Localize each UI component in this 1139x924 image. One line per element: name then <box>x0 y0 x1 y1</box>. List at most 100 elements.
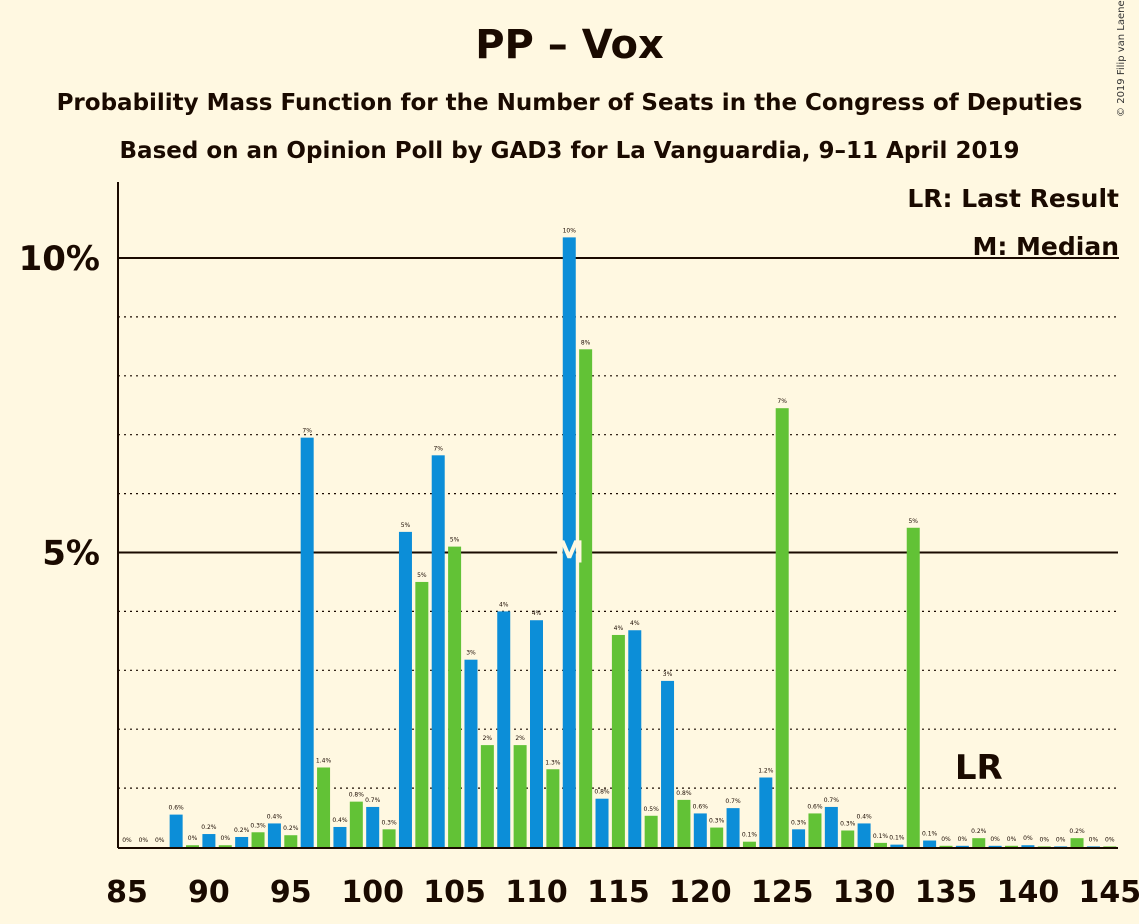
x-tick-label: 135 <box>915 875 978 910</box>
bar-value-label: 0.3% <box>709 818 725 825</box>
bar-seat-136 <box>955 845 969 847</box>
bar-value-label: 0.2% <box>1069 828 1085 835</box>
bar-seat-113 <box>579 349 593 847</box>
bar-value-label: 8% <box>581 339 591 346</box>
bar-value-label: 0.6% <box>807 803 823 810</box>
x-tick-label: 140 <box>997 875 1060 910</box>
bar-value-label: 0% <box>1105 836 1115 843</box>
bar-seat-129 <box>841 830 855 847</box>
bar-seat-116 <box>628 630 642 847</box>
bar-value-label: 4% <box>499 601 509 608</box>
bar-value-label: 0.2% <box>201 824 217 831</box>
bar-value-label: 4% <box>532 610 542 617</box>
bar-value-label: 0% <box>1040 836 1050 843</box>
bar-seat-134 <box>923 840 937 847</box>
bar-seat-128 <box>824 806 838 847</box>
bar-value-label: 0.6% <box>169 805 185 812</box>
bar-seat-102 <box>398 531 412 847</box>
bar-value-label: 0.7% <box>824 797 840 804</box>
bar-seat-118 <box>661 680 675 847</box>
bar-seat-99 <box>349 801 363 847</box>
bar-seat-126 <box>792 829 806 847</box>
bar-seat-93 <box>251 832 265 847</box>
bar-seat-122 <box>726 808 740 847</box>
bar-value-label: 0.6% <box>693 803 709 810</box>
bar-value-label: 5% <box>908 518 918 525</box>
bar-value-label: 0.2% <box>234 827 250 834</box>
y-tick-label: 10% <box>19 239 100 279</box>
bar-value-label: 0.3% <box>381 819 397 826</box>
bar-seat-107 <box>480 745 494 847</box>
bar-seat-143 <box>1070 838 1084 847</box>
bar-value-label: 7% <box>777 398 787 405</box>
bar-seat-125 <box>775 408 789 847</box>
bar-value-label: 0% <box>990 836 1000 843</box>
bar-seat-124 <box>759 777 773 847</box>
chart-title: PP – Vox <box>475 22 664 68</box>
bar-seat-130 <box>857 823 871 847</box>
bar-value-label: 7% <box>302 428 312 435</box>
bar-value-label: 0.2% <box>283 825 299 832</box>
bar-seat-120 <box>693 813 707 847</box>
bar-value-label: 0.1% <box>742 832 758 839</box>
bar-value-label: 0.8% <box>349 792 365 799</box>
bar-value-label: 0.8% <box>594 789 610 796</box>
bar-value-label: 2% <box>515 735 525 742</box>
bar-seat-121 <box>710 827 724 847</box>
bar-value-label: 5% <box>401 522 411 529</box>
bar-value-label: 0.3% <box>250 822 266 829</box>
bar-value-label: 0.4% <box>856 813 872 820</box>
bar-seat-135 <box>939 845 953 847</box>
bar-value-label: 0% <box>221 835 231 842</box>
bar-value-label: 0% <box>958 836 968 843</box>
bar-value-label: 0.7% <box>725 798 741 805</box>
bar-value-label: 0.4% <box>267 813 283 820</box>
x-tick-label: 105 <box>423 875 486 910</box>
bar-value-label: 1.3% <box>545 759 561 766</box>
bar-value-label: 7% <box>433 445 443 452</box>
bar-seat-131 <box>873 842 887 847</box>
last-result-marker: LR <box>955 748 1003 788</box>
bar-value-label: 0% <box>1007 836 1017 843</box>
bar-value-label: 10% <box>563 227 577 234</box>
bar-seat-97 <box>317 767 331 847</box>
bar-value-label: 4% <box>614 625 624 632</box>
bar-value-label: 5% <box>417 572 427 579</box>
bar-seat-104 <box>431 455 445 847</box>
bar-value-label: 0% <box>155 837 165 844</box>
bar-seat-112 <box>562 237 576 847</box>
bar-seat-138 <box>988 845 1002 847</box>
bar-value-label: 0.3% <box>791 819 807 826</box>
bar-seat-88 <box>169 814 183 847</box>
bar-seat-95 <box>284 835 298 847</box>
x-tick-label: 130 <box>833 875 896 910</box>
bar-value-label: 3% <box>466 650 476 657</box>
bar-seat-106 <box>464 659 478 847</box>
bar-value-label: 0.1% <box>922 831 938 838</box>
bar-seat-115 <box>611 634 625 847</box>
chart-subtitle-2: Based on an Opinion Poll by GAD3 for La … <box>119 138 1020 164</box>
bar-seat-114 <box>595 798 609 847</box>
chart-subtitle-1: Probability Mass Function for the Number… <box>56 90 1083 116</box>
bar-value-label: 1.2% <box>758 767 774 774</box>
bar-seat-133 <box>906 527 920 847</box>
x-tick-label: 125 <box>751 875 814 910</box>
bar-value-label: 0.1% <box>873 833 889 840</box>
bar-seat-145 <box>1103 846 1117 847</box>
bar-seat-96 <box>300 437 314 847</box>
bar-seat-103 <box>415 581 429 847</box>
bar-seat-92 <box>235 836 249 847</box>
bar-value-label: 5% <box>450 537 460 544</box>
x-tick-label: 120 <box>669 875 732 910</box>
y-tick-label: 5% <box>42 534 100 574</box>
bar-value-label: 0% <box>1056 836 1066 843</box>
bar-seat-105 <box>448 546 462 847</box>
bar-seat-144 <box>1086 846 1100 847</box>
bar-seat-117 <box>644 815 658 847</box>
bar-value-label: 3% <box>663 671 673 678</box>
bar-seat-127 <box>808 813 822 847</box>
bar-value-label: 0.5% <box>644 806 660 813</box>
x-tick-label: 95 <box>270 875 312 910</box>
bar-value-label: 0% <box>1089 836 1099 843</box>
